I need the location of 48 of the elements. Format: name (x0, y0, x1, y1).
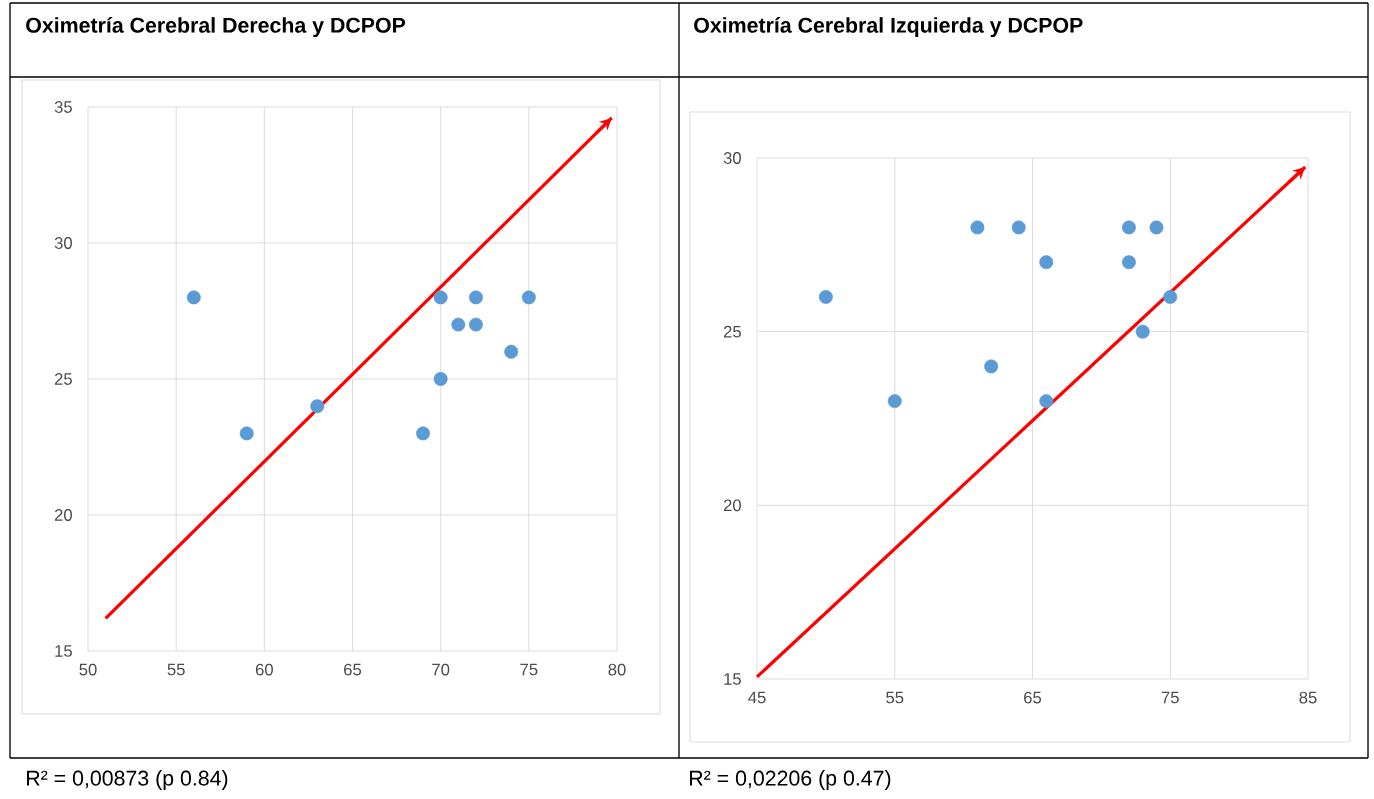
x-tick-label: 85 (1299, 691, 1317, 704)
y-tick-label: 30 (723, 152, 741, 164)
point (310, 399, 325, 414)
point (433, 290, 448, 305)
point (186, 290, 201, 305)
point (521, 290, 536, 305)
point (433, 372, 448, 386)
point (416, 426, 430, 441)
y-tick-label: 25 (723, 325, 741, 338)
point (1039, 255, 1054, 270)
y-tick-label: 15 (55, 645, 72, 657)
point (1011, 220, 1026, 235)
chart-title: Oximetría Cerebral Izquierda y DCPOP (694, 16, 1083, 38)
y-tick-label: 15 (724, 673, 741, 685)
x-tick-label: 75 (520, 663, 538, 676)
point (469, 290, 483, 305)
point (1149, 220, 1164, 235)
y-tick-label: 35 (54, 101, 72, 113)
point (504, 344, 519, 359)
point (1163, 289, 1178, 304)
x-tick-label: 75 (1161, 691, 1179, 704)
y-tick-label: 20 (54, 509, 72, 521)
point (818, 289, 833, 304)
x-tick-label: 55 (886, 691, 904, 704)
point (1039, 394, 1054, 409)
y-tick-label: 25 (54, 373, 72, 385)
text: R² = 0,00873 (p 0.84) (27, 770, 228, 790)
x-tick-label: 60 (255, 663, 273, 676)
point (970, 220, 985, 235)
point (451, 317, 466, 332)
y-tick-label: 30 (54, 237, 72, 249)
point (469, 317, 483, 332)
text: R² = 0,02206 (p 0.47) (690, 770, 891, 790)
x-tick-label: 55 (167, 663, 185, 676)
point (239, 426, 254, 441)
point (1121, 255, 1136, 270)
x-tick-label: 65 (344, 663, 362, 676)
x-tick-label: 65 (1024, 691, 1042, 704)
x-tick-label: 45 (748, 691, 766, 704)
x-tick-label: 70 (432, 663, 450, 676)
x-tick-label: 80 (608, 663, 626, 676)
x-tick-label: 50 (79, 663, 97, 676)
point (1135, 324, 1150, 339)
point (887, 394, 902, 409)
point (984, 359, 999, 374)
point (1121, 220, 1136, 235)
chart-title: Oximetría Cerebral Derecha y DCPOP (26, 16, 406, 38)
y-tick-label: 20 (723, 499, 741, 512)
